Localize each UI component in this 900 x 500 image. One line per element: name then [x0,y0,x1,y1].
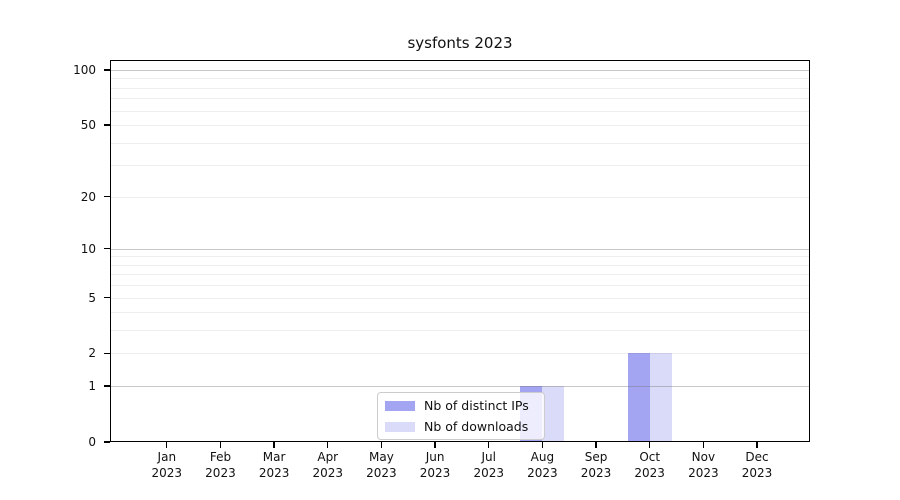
x-tick-label: Oct 2023 [634,450,665,480]
gridline-minor [110,285,810,287]
x-tick-mark [595,442,597,448]
gridline-minor [110,312,810,314]
y-tick-label: 1 [88,379,96,394]
x-tick-label: May 2023 [366,450,397,480]
gridline-minor [110,78,810,80]
plot-area [110,60,810,442]
legend-label-distinct-ips: Nb of distinct IPs [424,398,529,413]
y-tick-mark [104,124,110,126]
chart-title: sysfonts 2023 [407,34,513,52]
x-tick-label: Feb 2023 [205,450,236,480]
legend-swatch-distinct-ips-icon [385,400,415,411]
x-tick-mark [219,442,222,448]
gridline-minor [110,264,810,266]
x-tick-mark [541,442,544,448]
y-tick-mark [104,69,110,71]
gridline-minor [110,87,810,89]
x-tick-mark [648,442,651,448]
x-tick-mark [434,442,436,448]
y-tick-label: 2 [88,346,96,361]
gridline-minor [110,330,810,332]
x-tick-mark [756,442,758,448]
x-tick-mark [327,442,329,448]
x-tick-label: Jan 2023 [151,450,183,480]
y-tick-mark [104,441,110,443]
gridline-minor [110,98,810,100]
y-tick-mark [104,296,110,299]
x-tick-label: Aug 2023 [527,450,558,480]
y-tick-label: 5 [88,290,96,305]
y-tick-label: 20 [80,189,96,204]
gridline-minor [110,165,810,167]
x-tick-label: Apr 2023 [312,450,344,480]
y-tick-mark [104,248,110,250]
y-tick-mark [104,385,110,387]
x-tick-label: Mar 2023 [258,450,290,480]
y-tick-mark [104,195,110,198]
gridline-minor [110,297,810,299]
legend-item-downloads: Nb of downloads [385,418,544,436]
x-tick-mark [380,442,383,448]
x-tick-mark [702,442,705,448]
legend-item-distinct-ips: Nb of distinct IPs [385,397,544,415]
x-tick-label: Jun 2023 [419,450,451,480]
legend-swatch-downloads-icon [385,421,415,432]
bar-downloads-oct-2023 [649,353,672,442]
bar-downloads-aug-2023 [542,386,565,442]
y-tick-label: 100 [73,63,96,77]
x-tick-label: Jul 2023 [473,450,504,480]
x-tick-mark [166,442,168,448]
y-tick-label: 0 [88,435,96,449]
gridline-minor [110,256,810,258]
x-tick-label: Dec 2023 [741,450,773,480]
gridline-major [110,248,810,250]
x-tick-label: Sep 2023 [580,450,612,480]
gridline-minor [110,274,810,276]
x-tick-label: Nov 2023 [688,450,719,480]
gridline-major [110,386,810,388]
gridline-minor [110,353,810,355]
gridline-minor [110,110,810,112]
legend: Nb of distinct IPs Nb of downloads [377,392,545,440]
y-tick-label: 10 [80,241,96,256]
gridline-minor [110,125,810,127]
gridline-minor [110,142,810,144]
bar-distinct-ips-oct-2023 [627,353,650,442]
x-tick-mark [488,442,490,448]
gridline-minor [110,196,810,198]
y-tick-mark [104,352,110,355]
y-tick-label: 50 [80,118,96,133]
gridline-major [110,70,810,71]
legend-label-downloads: Nb of downloads [424,419,529,434]
x-tick-mark [273,442,275,448]
